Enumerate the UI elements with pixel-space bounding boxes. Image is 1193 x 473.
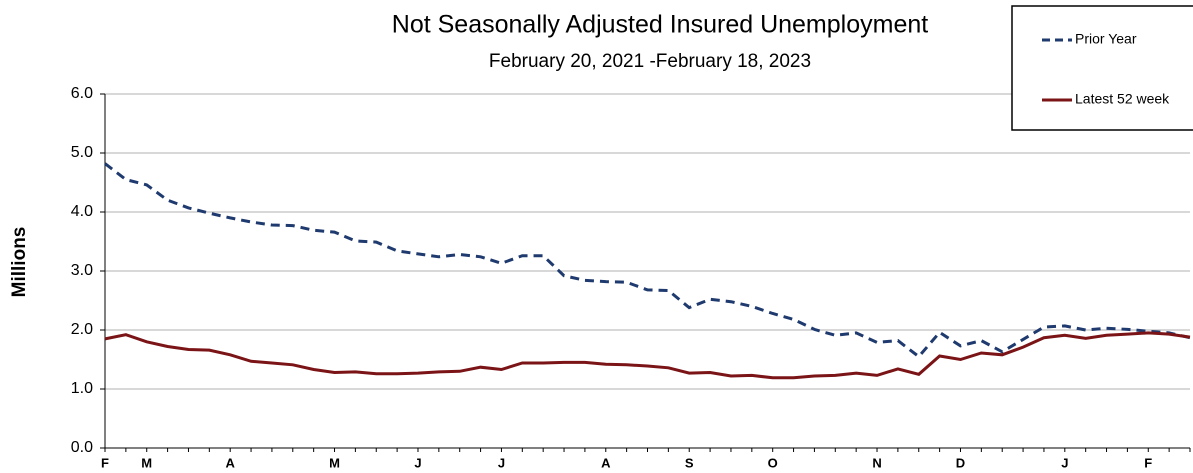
x-tick-label: S [685,455,694,470]
x-tick-label: M [329,455,340,470]
y-tick-label: 5.0 [71,144,93,161]
y-tick-label: 4.0 [71,203,93,220]
y-tick-label: 0.0 [71,439,93,456]
legend-box [1011,5,1193,131]
x-tick-label: N [872,455,881,470]
x-tick-label: J [414,455,421,470]
x-tick-label: J [498,455,505,470]
data-line [104,331,1191,380]
x-tick-label: A [601,455,611,470]
y-tick-label: 2.0 [71,321,93,338]
legend-label: Prior Year [1075,31,1137,47]
y-axis-label: Millions [9,227,30,298]
x-tick-label: A [225,455,235,470]
x-tick-label: D [956,455,965,470]
x-tick-label: O [768,455,778,470]
x-tick-label: F [101,455,109,470]
data-line [104,162,1191,359]
chart-title: Not Seasonally Adjusted Insured Unemploy… [392,11,928,39]
x-tick-label: J [1061,455,1068,470]
y-tick-label: 3.0 [71,262,93,279]
legend-label: Latest 52 week [1075,91,1170,107]
chart-subtitle: February 20, 2021 -February 18, 2023 [489,51,811,72]
x-tick-label: F [1144,455,1152,470]
x-tick-label: M [141,455,152,470]
y-tick-label: 6.0 [71,85,93,102]
y-tick-label: 1.0 [71,380,93,397]
